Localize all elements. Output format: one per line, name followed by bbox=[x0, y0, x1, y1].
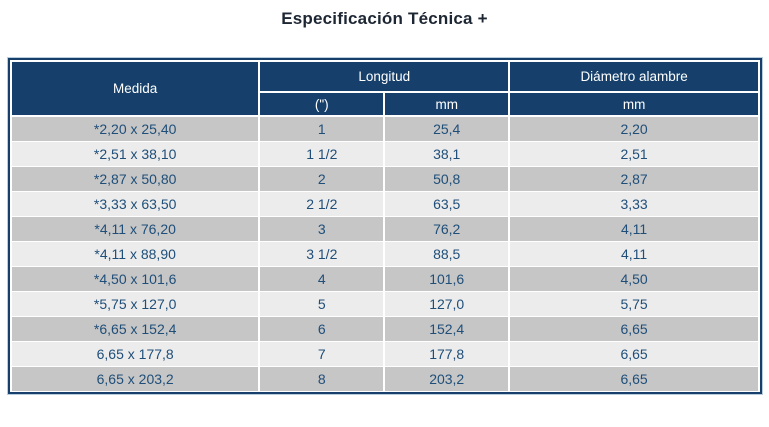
page-title: Especificación Técnica + bbox=[281, 9, 488, 28]
cell-diametro-mm: 4,11 bbox=[508, 215, 760, 242]
cell-longitud-inches: 5 bbox=[258, 290, 386, 317]
cell-diametro-mm: 6,65 bbox=[508, 340, 760, 367]
table-row: 6,65 x 177,8 7 177,8 6,65 bbox=[9, 340, 760, 367]
cell-longitud-inches: 3 1/2 bbox=[258, 240, 386, 267]
cell-longitud-mm: 127,0 bbox=[383, 290, 511, 317]
cell-longitud-inches: 2 1/2 bbox=[258, 190, 386, 217]
cell-longitud-inches: 1 bbox=[258, 115, 386, 142]
cell-medida: *2,20 x 25,40 bbox=[9, 115, 261, 142]
col-header-diametro-alambre: Diámetro alambre bbox=[508, 60, 760, 93]
subheader-longitud-mm: mm bbox=[383, 91, 511, 117]
cell-longitud-mm: 63,5 bbox=[383, 190, 511, 217]
table-row: *2,87 x 50,80 2 50,8 2,87 bbox=[9, 165, 760, 192]
subheader-longitud-inches: (") bbox=[258, 91, 386, 117]
cell-diametro-mm: 5,75 bbox=[508, 290, 760, 317]
cell-diametro-mm: 2,51 bbox=[508, 140, 760, 167]
cell-longitud-mm: 152,4 bbox=[383, 315, 511, 342]
table-row: *6,65 x 152,4 6 152,4 6,65 bbox=[9, 315, 760, 342]
cell-diametro-mm: 6,65 bbox=[508, 315, 760, 342]
col-header-longitud: Longitud bbox=[258, 60, 511, 93]
cell-diametro-mm: 4,11 bbox=[508, 240, 760, 267]
cell-longitud-inches: 6 bbox=[258, 315, 386, 342]
header-row-groups: Medida Longitud Diámetro alambre bbox=[9, 60, 760, 117]
spec-table-container: Medida Longitud Diámetro alambre (") mm … bbox=[8, 58, 762, 394]
table-row: *4,11 x 88,90 3 1/2 88,5 4,11 bbox=[9, 240, 760, 267]
table-row: *2,20 x 25,40 1 25,4 2,20 bbox=[9, 115, 760, 142]
cell-longitud-mm: 203,2 bbox=[383, 365, 511, 392]
cell-medida: *6,65 x 152,4 bbox=[9, 315, 261, 342]
cell-medida: 6,65 x 177,8 bbox=[9, 340, 261, 367]
cell-longitud-inches: 1 1/2 bbox=[258, 140, 386, 167]
cell-longitud-inches: 8 bbox=[258, 365, 386, 392]
cell-longitud-inches: 3 bbox=[258, 215, 386, 242]
cell-medida: *3,33 x 63,50 bbox=[9, 190, 261, 217]
table-row: *3,33 x 63,50 2 1/2 63,5 3,33 bbox=[9, 190, 760, 217]
cell-longitud-mm: 38,1 bbox=[383, 140, 511, 167]
table-row: *4,11 x 76,20 3 76,2 4,11 bbox=[9, 215, 760, 242]
cell-longitud-inches: 7 bbox=[258, 340, 386, 367]
table-row: *4,50 x 101,6 4 101,6 4,50 bbox=[9, 265, 760, 292]
table-row: 6,65 x 203,2 8 203,2 6,65 bbox=[9, 365, 760, 392]
cell-medida: *2,87 x 50,80 bbox=[9, 165, 261, 192]
cell-longitud-mm: 50,8 bbox=[383, 165, 511, 192]
cell-longitud-inches: 4 bbox=[258, 265, 386, 292]
cell-medida: *4,50 x 101,6 bbox=[9, 265, 261, 292]
table-row: *5,75 x 127,0 5 127,0 5,75 bbox=[9, 290, 760, 317]
col-header-medida: Medida bbox=[9, 60, 261, 117]
cell-longitud-mm: 101,6 bbox=[383, 265, 511, 292]
subheader-diametro-mm: mm bbox=[508, 91, 760, 117]
cell-longitud-mm: 25,4 bbox=[383, 115, 511, 142]
header-row-units: (") mm mm bbox=[11, 91, 760, 117]
cell-diametro-mm: 2,20 bbox=[508, 115, 760, 142]
cell-medida: *4,11 x 76,20 bbox=[9, 215, 261, 242]
table-row: *2,51 x 38,10 1 1/2 38,1 2,51 bbox=[9, 140, 760, 167]
cell-longitud-inches: 2 bbox=[258, 165, 386, 192]
cell-longitud-mm: 177,8 bbox=[383, 340, 511, 367]
cell-diametro-mm: 3,33 bbox=[508, 190, 760, 217]
cell-longitud-mm: 88,5 bbox=[383, 240, 511, 267]
cell-medida: *4,11 x 88,90 bbox=[9, 240, 261, 267]
cell-diametro-mm: 6,65 bbox=[508, 365, 760, 392]
table-body: *2,20 x 25,40 1 25,4 2,20 *2,51 x 38,10 1 1/2… bbox=[9, 115, 760, 392]
spec-table: Medida Longitud Diámetro alambre (") mm … bbox=[9, 60, 760, 392]
table-header: Medida Longitud Diámetro alambre (") mm … bbox=[9, 60, 760, 117]
cell-medida: 6,65 x 203,2 bbox=[9, 365, 261, 392]
cell-medida: *5,75 x 127,0 bbox=[9, 290, 261, 317]
cell-diametro-mm: 2,87 bbox=[508, 165, 760, 192]
cell-longitud-mm: 76,2 bbox=[383, 215, 511, 242]
cell-diametro-mm: 4,50 bbox=[508, 265, 760, 292]
cell-medida: *2,51 x 38,10 bbox=[9, 140, 261, 167]
